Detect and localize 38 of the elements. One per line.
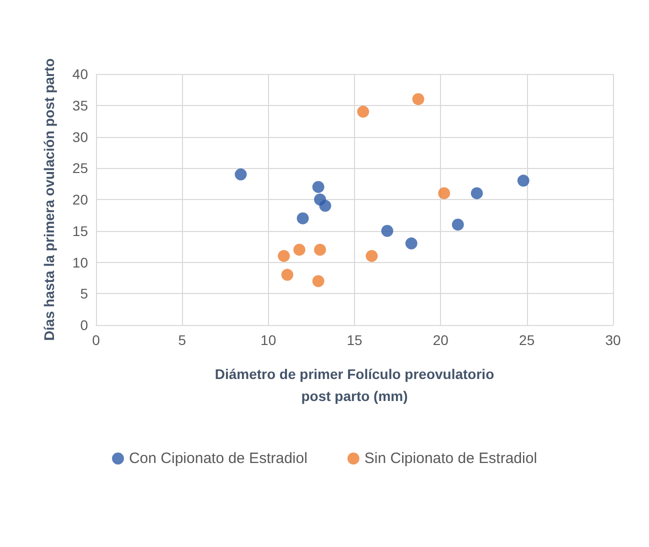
point — [405, 237, 418, 250]
x-axis-title: Diámetro de primer Folículo preovulatorio post parto (mm) — [214, 366, 494, 404]
point — [312, 180, 324, 193]
point — [438, 187, 450, 200]
point — [293, 244, 306, 256]
y-tick-label: 0 — [80, 317, 88, 333]
y-tick-label: 10 — [72, 254, 88, 270]
y-tick-label: 40 — [72, 66, 88, 82]
x-tick-label: 10 — [260, 332, 276, 348]
x-tick-label: 25 — [519, 332, 535, 348]
point — [366, 250, 378, 262]
point — [314, 244, 326, 256]
y-tick-label: 25 — [72, 160, 88, 176]
y-tick-label: 5 — [80, 286, 88, 302]
point — [319, 200, 332, 212]
x-tick-label: 0 — [92, 332, 100, 348]
x-tick-label: 5 — [178, 332, 186, 348]
legend-label: Con Cipionato de Estradiol — [128, 450, 308, 467]
y-tick-label: 35 — [72, 97, 88, 114]
point — [412, 93, 424, 106]
point — [470, 187, 483, 200]
point — [281, 268, 294, 281]
x-tick-label: 30 — [605, 332, 621, 348]
point — [312, 275, 324, 288]
point — [296, 212, 309, 224]
point — [517, 174, 530, 187]
y-axis-title: Días hasta la primera ovulación post parto — [41, 58, 57, 341]
x-tick-label: 15 — [346, 332, 362, 348]
y-tick-label: 20 — [72, 192, 88, 208]
x-tick-label: 20 — [432, 332, 449, 348]
point — [278, 250, 290, 262]
y-tick-label: 30 — [72, 128, 88, 145]
point — [381, 224, 394, 237]
point — [357, 106, 370, 118]
point — [234, 168, 247, 180]
y-tick-label: 15 — [72, 222, 88, 239]
legend-label: Sin Cipionato de Estradiol — [364, 450, 538, 467]
point — [452, 218, 464, 231]
